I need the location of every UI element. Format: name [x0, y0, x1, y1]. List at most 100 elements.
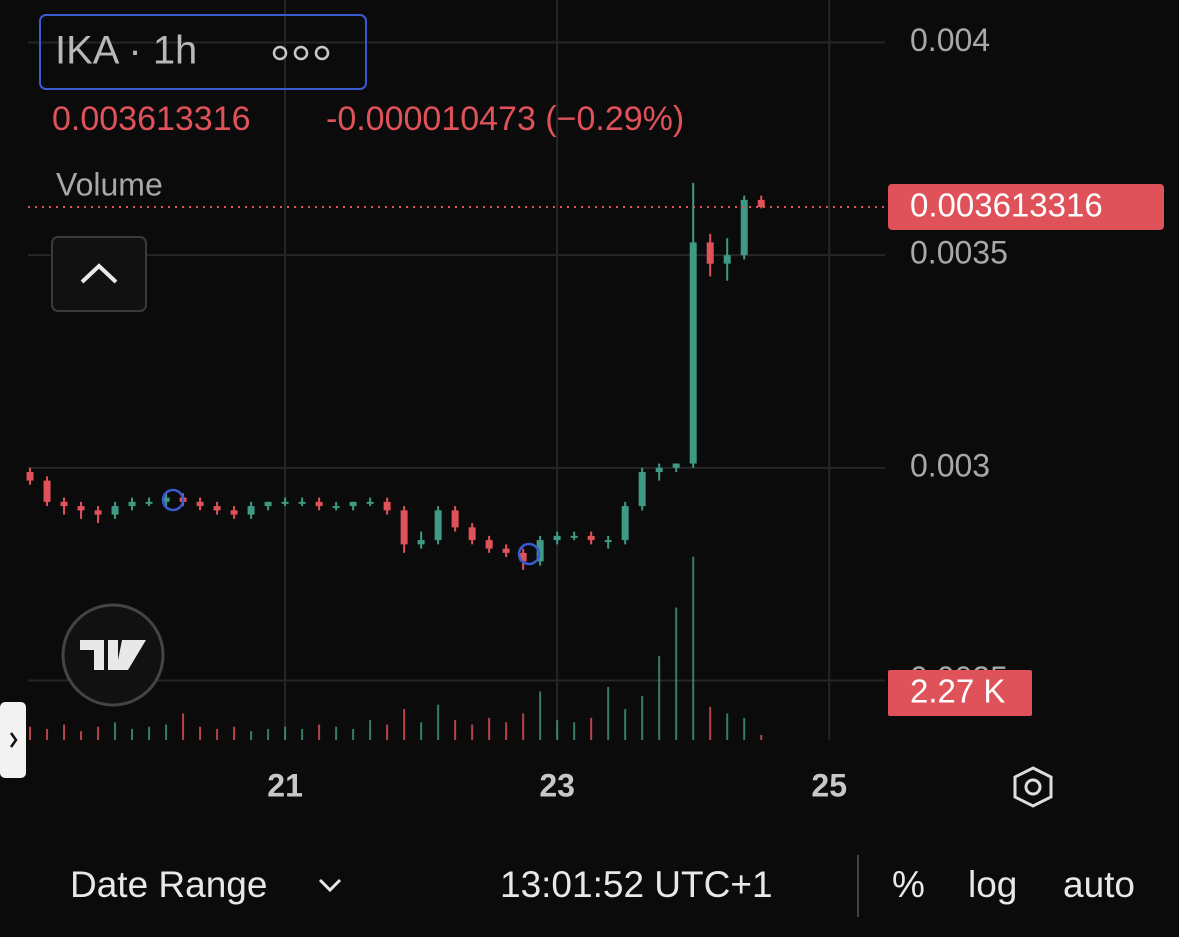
volume-bar [301, 728, 304, 740]
event-marker[interactable] [161, 488, 185, 512]
candle-body [145, 501, 153, 504]
candle-body [468, 527, 476, 541]
candle-body [638, 472, 646, 507]
candle-body [536, 540, 544, 562]
volume-bar [369, 720, 372, 740]
candle-body [502, 548, 510, 553]
volume-bar [216, 728, 219, 740]
x-tick-label: 25 [811, 767, 847, 803]
candle-body [264, 501, 272, 507]
candle-body [332, 506, 340, 509]
price: 0.003613316 [52, 100, 251, 138]
candle-body [111, 506, 119, 515]
plot: 0.0040.00350.0030.00252123250.0036133162… [26, 0, 1164, 803]
volume-bar [182, 713, 185, 740]
volume-bar [63, 724, 66, 740]
side-tab-icon [9, 732, 18, 748]
candle-body [213, 506, 221, 511]
volume-bar [726, 713, 729, 740]
volume-bar [437, 704, 440, 740]
clock: 13:01:52 UTC+1 [500, 864, 773, 905]
y-tick-label: 0.004 [910, 22, 990, 58]
auto-button[interactable]: auto [1063, 864, 1135, 905]
volume-bar [743, 717, 746, 740]
candle-body [485, 540, 493, 549]
y-tick-label: 0.0035 [910, 235, 1008, 271]
volume-bar [335, 726, 338, 740]
candle-body [417, 540, 425, 545]
volume-bar [573, 722, 576, 740]
y-tick-label: 0.003 [910, 447, 990, 483]
candle-body [672, 463, 680, 468]
volume-bar [420, 722, 423, 740]
candle-body [281, 501, 289, 504]
candle-body [723, 255, 731, 264]
candle-body [196, 501, 204, 507]
logo [61, 603, 165, 707]
candle-body [94, 510, 102, 515]
side-tab[interactable] [0, 702, 26, 778]
percent-button[interactable]: % [892, 864, 925, 905]
candle-body [383, 501, 391, 511]
volume-bar [505, 722, 508, 740]
volume-bar [199, 726, 202, 740]
volume-bar [709, 706, 712, 740]
candle-body [553, 535, 561, 541]
candle-body [400, 510, 408, 545]
volume-bar [403, 709, 406, 740]
change: -0.000010473 (−0.29%) [326, 100, 684, 138]
candle-body [434, 510, 442, 541]
volume-bar [250, 731, 253, 740]
volume-bar [454, 720, 457, 740]
settings-icon[interactable] [1013, 766, 1053, 808]
collapse-button[interactable] [51, 236, 147, 312]
candle-body [519, 552, 527, 562]
candle-body [77, 506, 85, 511]
candle-body [349, 501, 357, 507]
volume-bar [471, 724, 474, 740]
log-button[interactable]: log [968, 864, 1017, 905]
pane-label: Volume [56, 166, 163, 202]
volume-bar [165, 724, 168, 740]
volume-bar [556, 720, 559, 740]
more-button[interactable] [272, 45, 330, 61]
candle-body [230, 510, 238, 515]
volume-bar [80, 731, 83, 740]
date-range-button[interactable]: Date Range [70, 864, 267, 905]
last-price-tag [888, 183, 1164, 230]
candle-body [604, 540, 612, 543]
symbol: IKA · 1h [55, 29, 197, 73]
event-marker[interactable] [517, 542, 541, 566]
volume-bar [539, 691, 542, 740]
volume-bar [318, 724, 321, 740]
volume-bar [658, 656, 661, 740]
dropdown-icon [318, 878, 342, 893]
settings-icon-center [1024, 778, 1042, 796]
candle-body [298, 501, 306, 504]
last-price-label: 0.003613316 [910, 187, 1103, 224]
volume-bar [488, 717, 491, 740]
volume-bar [267, 728, 270, 740]
candle-body [570, 535, 578, 538]
volume-bar [352, 728, 355, 740]
volume-tag [888, 670, 1032, 716]
candle-body [60, 501, 68, 507]
volume-bar [692, 556, 695, 740]
candle-body [757, 199, 765, 207]
volume-bar [590, 717, 593, 740]
candle-body [587, 535, 595, 541]
candle-body [315, 501, 323, 507]
volume-bar [46, 728, 49, 740]
volume-bar [760, 734, 763, 740]
candle-body [162, 497, 170, 502]
candle-body [43, 480, 51, 502]
candle-body [621, 506, 629, 541]
candle-body [366, 501, 374, 504]
volume-bar [131, 728, 134, 740]
symbol-box[interactable] [39, 14, 367, 90]
candle-body [247, 506, 255, 515]
candle-body [26, 472, 34, 481]
volume-bar [675, 607, 678, 740]
volume-bar [233, 726, 236, 740]
